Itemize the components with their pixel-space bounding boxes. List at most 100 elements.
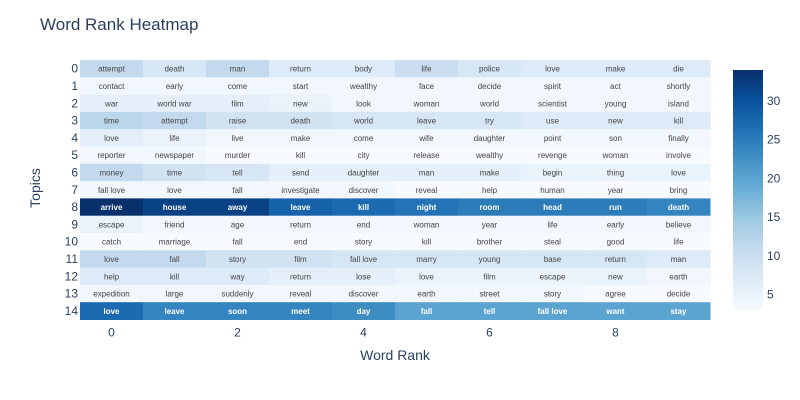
y-tick-label: 4 <box>71 131 78 145</box>
heatmap-cell <box>458 129 522 147</box>
heatmap-cell <box>80 250 144 269</box>
heatmap-cell <box>332 94 396 113</box>
heatmap-cell <box>80 129 144 147</box>
heatmap-cell <box>647 215 711 234</box>
heatmap-cell <box>332 77 396 96</box>
heatmap-cell <box>521 215 585 234</box>
heatmap-cell <box>647 77 711 96</box>
heatmap-cell <box>647 60 711 78</box>
cell-word-label: film <box>231 99 244 108</box>
heatmap-cell <box>206 198 270 217</box>
cell-word-label: wife <box>418 134 434 143</box>
cell-word-label: use <box>546 117 559 126</box>
heatmap-cell <box>584 94 648 113</box>
heatmap-cell <box>206 163 270 182</box>
cell-word-label: soon <box>228 307 247 316</box>
cell-word-label: kill <box>674 117 684 126</box>
cell-word-label: newspaper <box>155 151 194 160</box>
heatmap-cell <box>395 111 459 130</box>
heatmap-cell <box>206 233 270 251</box>
cell-word-label: earth <box>417 290 435 299</box>
cell-word-label: decide <box>667 290 691 299</box>
heatmap-cell <box>332 129 396 147</box>
cell-word-label: love <box>419 272 434 281</box>
cell-word-label: son <box>609 134 622 143</box>
cell-word-label: make <box>291 134 311 143</box>
cell-word-label: world <box>353 117 373 126</box>
x-tick-label: 8 <box>612 326 619 340</box>
heatmap-cell <box>332 146 396 165</box>
cell-word-label: world <box>479 99 499 108</box>
heatmap-cell <box>143 215 207 234</box>
cell-word-label: bring <box>670 186 688 195</box>
y-tick-label: 1 <box>71 79 78 93</box>
cell-word-label: fall <box>169 255 179 264</box>
cell-word-label: escape <box>99 220 125 229</box>
cell-word-label: love <box>167 186 182 195</box>
heatmap-cell <box>332 111 396 130</box>
cell-word-label: return <box>290 220 311 229</box>
heatmap-cell <box>80 284 144 303</box>
heatmap-cell <box>269 163 333 182</box>
cell-word-label: woman <box>413 99 440 108</box>
cell-word-label: film <box>294 255 307 264</box>
heatmap-cell <box>584 163 648 182</box>
heatmap-cell <box>395 163 459 182</box>
heatmap-cell <box>269 284 333 303</box>
cell-word-label: scientist <box>538 99 568 108</box>
cell-word-label: expedition <box>93 290 129 299</box>
x-tick-label: 6 <box>486 326 493 340</box>
heatmap-cell <box>647 267 711 286</box>
heatmap-cell <box>521 77 585 96</box>
heatmap-cell <box>269 233 333 251</box>
heatmap-cell <box>584 111 648 130</box>
cell-word-label: fall love <box>98 186 126 195</box>
cell-word-label: meet <box>291 307 310 316</box>
x-tick-label: 2 <box>234 326 241 340</box>
heatmap-cell <box>647 302 711 320</box>
cell-word-label: life <box>421 65 432 74</box>
heatmap-cell <box>584 302 648 320</box>
heatmap-cell <box>458 250 522 269</box>
cell-word-label: base <box>544 255 562 264</box>
cell-word-label: investigate <box>281 186 320 195</box>
heatmap-cell <box>584 267 648 286</box>
y-tick-label: 14 <box>65 304 79 318</box>
cell-word-label: finally <box>668 134 688 143</box>
heatmap-cell <box>458 181 522 199</box>
cell-word-label: daughter <box>474 134 506 143</box>
cell-word-label: marry <box>416 255 436 264</box>
heatmap-cell <box>206 129 270 147</box>
cell-word-label: lose <box>356 272 371 281</box>
y-tick-label: 6 <box>71 165 78 179</box>
heatmap-cell <box>143 198 207 217</box>
cell-word-label: new <box>608 272 623 281</box>
heatmap-cell <box>647 181 711 199</box>
cell-word-label: want <box>605 307 625 316</box>
heatmap-cell <box>206 77 270 96</box>
heatmap-cell <box>584 77 648 96</box>
heatmap-cell <box>647 163 711 182</box>
y-tick-label: 0 <box>71 62 78 76</box>
cell-word-label: story <box>229 255 246 264</box>
cell-word-label: death <box>290 117 310 126</box>
cell-word-label: catch <box>102 238 121 247</box>
heatmap-cell <box>332 181 396 199</box>
cell-word-label: way <box>229 272 244 281</box>
cell-word-label: die <box>673 65 684 74</box>
heatmap-cell <box>458 94 522 113</box>
heatmap-cell <box>143 77 207 96</box>
heatmap-cell <box>458 77 522 96</box>
heatmap-cell <box>143 146 207 165</box>
colorbar-ticks: 5 10 15 20 25 30 <box>767 94 781 302</box>
heatmap-cell <box>143 163 207 182</box>
cell-word-label: point <box>544 134 562 143</box>
heatmap-cell <box>80 60 144 78</box>
cell-word-label: fall love <box>538 307 568 316</box>
heatmap-cell <box>80 163 144 182</box>
cell-word-label: revenge <box>538 151 567 160</box>
y-tick-label: 13 <box>65 287 79 301</box>
heatmap-cell <box>143 250 207 269</box>
cell-word-label: love <box>545 65 560 74</box>
